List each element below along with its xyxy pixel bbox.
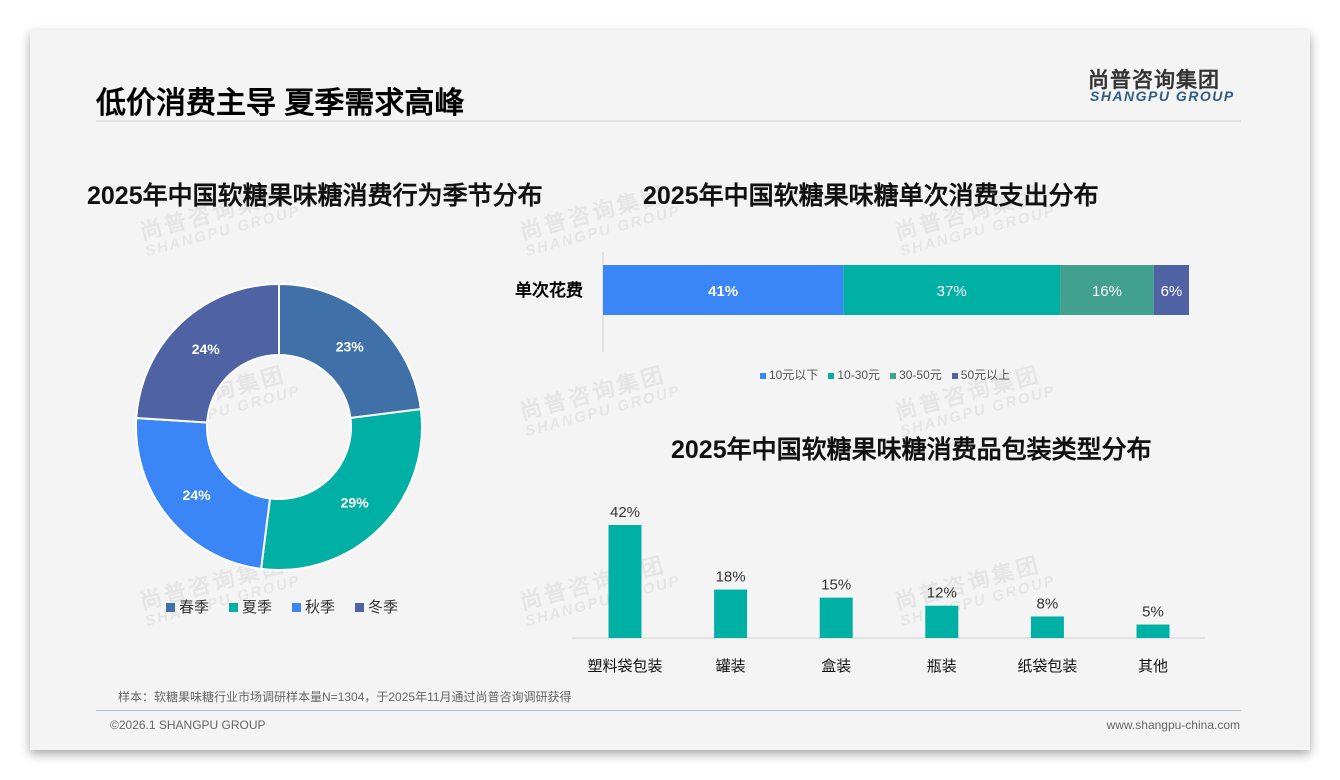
column-chart-title: 2025年中国软糖果味糖消费品包装类型分布 bbox=[671, 436, 1152, 464]
stacked-bar-label: 41% bbox=[708, 283, 738, 300]
legend-item: 10-30元 bbox=[828, 366, 880, 383]
column-bar bbox=[1136, 624, 1170, 638]
footer-divider bbox=[96, 710, 1241, 711]
stacked-bar-segment bbox=[1060, 265, 1154, 315]
stacked-bar-label: 37% bbox=[937, 283, 967, 300]
column-value-label: 42% bbox=[610, 504, 640, 521]
stacked-bar-segment bbox=[843, 265, 1061, 315]
column-bar bbox=[1030, 616, 1064, 638]
website: www.shangpu-china.com bbox=[1106, 718, 1240, 732]
donut-slice-label: 24% bbox=[183, 487, 212, 503]
stacked-bar-title: 2025年中国软糖果味糖单次消费支出分布 bbox=[643, 182, 1099, 210]
slide: 低价消费主导 夏季需求高峰 尚普咨询集团 SHANGPU GROUP 尚普咨询集… bbox=[30, 30, 1310, 750]
donut-slice bbox=[259, 407, 423, 571]
donut-chart-title: 2025年中国软糖果味糖消费行为季节分布 bbox=[87, 182, 543, 210]
column-bar bbox=[714, 589, 748, 638]
column-value-label: 15% bbox=[821, 577, 851, 594]
logo-en: SHANGPU GROUP bbox=[1090, 88, 1235, 104]
donut-slice-label: 29% bbox=[341, 495, 370, 511]
stacked-bar-label: 16% bbox=[1092, 283, 1122, 300]
donut-slice bbox=[278, 282, 422, 420]
donut-slice-label: 23% bbox=[336, 339, 365, 355]
donut-slice bbox=[135, 282, 280, 424]
page-title: 低价消费主导 夏季需求高峰 bbox=[96, 87, 465, 120]
category-label: 单次花费 bbox=[515, 280, 583, 300]
copyright: ©2026.1 SHANGPU GROUP bbox=[110, 718, 266, 732]
header-divider bbox=[96, 120, 1241, 122]
legend-item: 50元以上 bbox=[951, 366, 1010, 383]
stacked-bar-segment bbox=[603, 265, 844, 315]
legend-item: 30-50元 bbox=[890, 366, 942, 383]
column-bar bbox=[608, 525, 642, 638]
stacked-bar-legend: 10元以下 10-30元 30-50元 50元以上 bbox=[760, 366, 1010, 383]
column-value-label: 8% bbox=[1037, 595, 1059, 612]
x-tick-label: 盒装 bbox=[821, 658, 851, 675]
sample-note: 样本：软糖果味糖行业市场调研样本量N=1304，于2025年11月通过尚普咨询调… bbox=[118, 690, 572, 704]
x-tick-label: 瓶装 bbox=[927, 658, 957, 675]
x-tick-label: 罐装 bbox=[716, 658, 746, 675]
x-tick-label: 其他 bbox=[1138, 658, 1168, 675]
stacked-bar-label: 6% bbox=[1161, 283, 1183, 300]
charts-canvas: 23% 29% 24% 24% 单次花费 41% 37% 16% 6% 42% 塑料袋包装 18% 罐装… bbox=[135, 252, 1205, 675]
column-value-label: 18% bbox=[716, 569, 746, 586]
donut-slice-label: 24% bbox=[192, 341, 221, 357]
legend-item: 秋季 bbox=[292, 596, 335, 617]
donut-legend: 春季 夏季 秋季 冬季 bbox=[166, 596, 398, 617]
column-value-label: 12% bbox=[927, 585, 957, 602]
x-tick-label: 纸袋包装 bbox=[1017, 658, 1077, 675]
legend-item: 冬季 bbox=[355, 596, 398, 617]
x-tick-label: 塑料袋包装 bbox=[587, 658, 662, 675]
donut-slice bbox=[135, 416, 272, 570]
legend-item: 夏季 bbox=[229, 596, 272, 617]
column-value-label: 5% bbox=[1142, 604, 1164, 621]
legend-item: 10元以下 bbox=[760, 366, 818, 383]
logo-cn: 尚普咨询集团 bbox=[1088, 69, 1220, 92]
legend-item: 春季 bbox=[166, 596, 209, 617]
column-bar bbox=[925, 605, 959, 638]
column-bar bbox=[819, 597, 853, 638]
stacked-bar-segment bbox=[1153, 265, 1189, 315]
